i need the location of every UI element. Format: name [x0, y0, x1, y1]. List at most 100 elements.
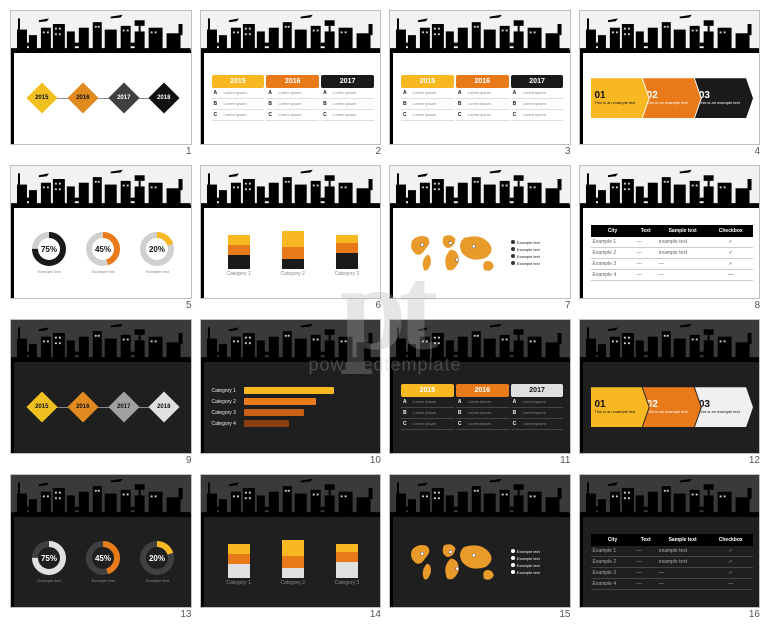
slide-thumbnail[interactable]: 2015201620172018	[10, 319, 192, 454]
table-cell: BLorem ipsum	[212, 99, 265, 110]
donut-75: 75% Example text	[31, 540, 67, 583]
table-cell: —	[657, 269, 709, 280]
year-header: 2015	[401, 384, 454, 397]
cityscape-header	[580, 11, 760, 53]
slide-cell-5: 75% Example text 45% Example text 20% Ex…	[10, 165, 192, 312]
slide-thumbnail[interactable]: Category 1 Category 2 Category 3 Categor…	[200, 319, 382, 454]
bar-group: Category 2	[281, 231, 305, 277]
cityscape-header	[201, 320, 381, 362]
bar-segment	[228, 554, 250, 564]
slide-thumbnail[interactable]: 01This is an example text 02This is an e…	[579, 319, 761, 454]
slide-cell-6: Category 1Category 2Category 3 6	[200, 165, 382, 312]
slide-cell-3: 2015ALorem ipsumBLorem ipsumCLorem ipsum…	[389, 10, 571, 157]
hbar-row: Category 1	[212, 387, 375, 394]
table-cell: example text	[657, 556, 709, 567]
slide-cell-16: CityTextSample textCheckboxExample 1—exa…	[579, 474, 761, 621]
table-row: Example 2—example text✓	[591, 556, 754, 567]
table-cell: CLorem ipsum	[266, 110, 319, 121]
slide-thumbnail[interactable]: Category 1Category 2Category 3	[200, 165, 382, 300]
donut-20: 20% Example text	[139, 231, 175, 274]
timeline-year-2017: 2017	[108, 83, 139, 114]
table-header: Checkbox	[708, 534, 753, 546]
slide-thumbnail[interactable]: Example textExample textExample textExam…	[389, 165, 571, 300]
timeline-year-2015: 2015	[27, 392, 58, 423]
table-cell: —	[635, 578, 657, 589]
slide-thumbnail[interactable]: Category 1Category 2Category 3	[200, 474, 382, 609]
hbar-row: Category 3	[212, 409, 375, 416]
year-col-2017: 2017ALorem ipsumBLorem ipsumCLorem ipsum	[511, 75, 564, 121]
arrow-step-02: 02This is an example text	[643, 78, 701, 118]
slide-thumbnail[interactable]: 01This is an example text 02This is an e…	[579, 10, 761, 145]
table-header: Sample text	[657, 534, 709, 546]
bar-segment	[336, 562, 358, 578]
slide-thumbnail[interactable]: 2015ALorem ipsumBLorem ipsumCLorem ipsum…	[389, 10, 571, 145]
slide-thumbnail[interactable]: Example textExample textExample textExam…	[389, 474, 571, 609]
bar-group: Category 3	[335, 544, 359, 586]
svg-text:45%: 45%	[95, 245, 111, 254]
slide-number: 16	[579, 608, 761, 620]
bar-segment	[336, 243, 358, 253]
cityscape-header	[390, 11, 570, 53]
bar-segment	[336, 552, 358, 562]
table-header: Checkbox	[708, 225, 753, 237]
slide-content: 01This is an example text 02This is an e…	[580, 53, 760, 144]
table-cell: ALorem ipsum	[511, 397, 564, 408]
arrow-step-02: 02This is an example text	[643, 387, 701, 427]
year-header: 2016	[456, 75, 509, 88]
year-table: 2015ALorem ipsumBLorem ipsumCLorem ipsum…	[401, 384, 564, 430]
arrow-step-03: 03This is an example text	[695, 387, 753, 427]
cityscape-header	[390, 320, 570, 362]
table-cell: Example 3	[591, 567, 635, 578]
slide-content: 2015201620172018	[11, 53, 191, 144]
cityscape-header	[11, 166, 191, 208]
slide-thumbnail[interactable]: 2015ALorem ipsumBLorem ipsumCLorem ipsum…	[389, 319, 571, 454]
year-col-2017: 2017ALorem ipsumBLorem ipsumCLorem ipsum	[511, 384, 564, 430]
slide-number: 13	[10, 608, 192, 620]
slide-thumbnail[interactable]: 2015201620172018	[10, 10, 192, 145]
year-col-2015: 2015ALorem ipsumBLorem ipsumCLorem ipsum	[401, 384, 454, 430]
map-legend: Example textExample textExample textExam…	[511, 240, 564, 266]
year-col-2015: 2015ALorem ipsumBLorem ipsumCLorem ipsum	[212, 75, 265, 121]
legend-item: Example text	[511, 556, 564, 561]
slide-thumbnail[interactable]: CityTextSample textCheckboxExample 1—exa…	[579, 165, 761, 300]
table-cell: CLorem ipsum	[401, 110, 454, 121]
slide-number: 6	[200, 299, 382, 311]
year-col-2016: 2016ALorem ipsumBLorem ipsumCLorem ipsum	[456, 75, 509, 121]
bar-segment	[282, 568, 304, 578]
svg-text:75%: 75%	[41, 245, 57, 254]
slide-cell-12: 01This is an example text 02This is an e…	[579, 319, 761, 466]
slide-number: 11	[389, 454, 571, 466]
table-cell: BLorem ipsum	[401, 408, 454, 419]
table-cell: ALorem ipsum	[212, 88, 265, 99]
slide-cell-10: Category 1 Category 2 Category 3 Categor…	[200, 319, 382, 466]
slide-number: 14	[200, 608, 382, 620]
slide-content: 75% Example text 45% Example text 20% Ex…	[11, 517, 191, 608]
slide-thumbnail[interactable]: 75% Example text 45% Example text 20% Ex…	[10, 474, 192, 609]
slide-number: 10	[200, 454, 382, 466]
table-cell: Example 1	[591, 546, 635, 557]
table-cell: —	[635, 567, 657, 578]
svg-text:20%: 20%	[149, 245, 165, 254]
year-col-2016: 2016ALorem ipsumBLorem ipsumCLorem ipsum	[456, 384, 509, 430]
slide-thumbnail[interactable]: CityTextSample textCheckboxExample 1—exa…	[579, 474, 761, 609]
table-cell: BLorem ipsum	[511, 99, 564, 110]
cityscape-header	[11, 475, 191, 517]
slide-thumbnail[interactable]: 2015ALorem ipsumBLorem ipsumCLorem ipsum…	[200, 10, 382, 145]
table-cell: ALorem ipsum	[456, 397, 509, 408]
bar-chart: Category 1Category 2Category 3	[212, 538, 375, 586]
arrow-step-01: 01This is an example text	[591, 78, 649, 118]
slide-content: 2015ALorem ipsumBLorem ipsumCLorem ipsum…	[390, 53, 570, 144]
table-cell: example text	[657, 237, 709, 248]
cityscape-header	[390, 475, 570, 517]
slide-thumbnail[interactable]: 75% Example text 45% Example text 20% Ex…	[10, 165, 192, 300]
table-cell: —	[635, 546, 657, 557]
legend-item: Example text	[511, 240, 564, 245]
year-header: 2017	[321, 75, 374, 88]
timeline-year-2018: 2018	[149, 83, 180, 114]
timeline-year-2017: 2017	[108, 392, 139, 423]
table-cell: CLorem ipsum	[456, 110, 509, 121]
map-legend: Example textExample textExample textExam…	[511, 549, 564, 575]
table-cell: CLorem ipsum	[511, 110, 564, 121]
bar-group: Category 1	[226, 235, 250, 277]
legend-item: Example text	[511, 254, 564, 259]
